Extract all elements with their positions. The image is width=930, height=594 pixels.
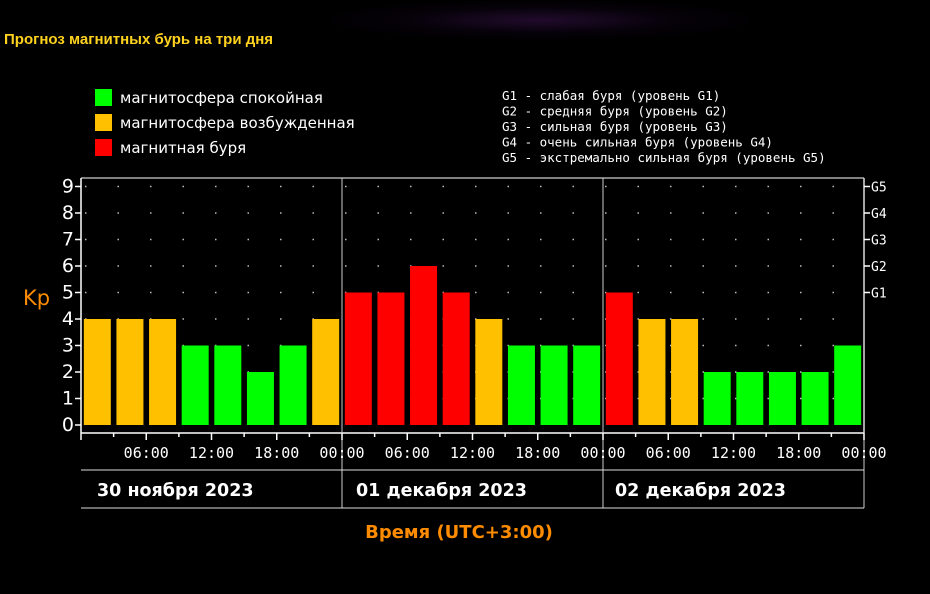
bar-2	[116, 319, 144, 425]
bar-18	[638, 319, 666, 425]
bar-5	[214, 345, 242, 425]
legend-swatch-3	[95, 139, 112, 156]
bar-23	[801, 372, 829, 425]
bar-10	[377, 292, 405, 425]
g-tick-label-G3: G3	[871, 234, 887, 249]
x-axis-label: Время (UTC+3:00)	[365, 522, 553, 543]
bar-24	[834, 345, 862, 425]
y-tick-label-2: 2	[62, 361, 74, 383]
y-tick-label-7: 7	[62, 229, 74, 251]
legend-swatch-2	[95, 114, 112, 131]
time-tick-label-5: 06:00	[385, 444, 430, 462]
g-scale-line-5: G5 - экстремально сильная буря (уровень …	[502, 150, 826, 165]
y-tick-label-5: 5	[62, 282, 74, 304]
time-tick-label-8: 00:00	[580, 444, 625, 462]
y-tick-label-0: 0	[62, 414, 74, 436]
time-tick-label-9: 06:00	[646, 444, 691, 462]
header-glow	[330, 0, 750, 40]
y-tick-label-3: 3	[62, 335, 74, 357]
y-tick-label-8: 8	[62, 202, 74, 224]
g-tick-label-G2: G2	[871, 260, 887, 275]
legend-swatch-1	[95, 89, 112, 106]
time-tick-label-7: 18:00	[515, 444, 560, 462]
bar-3	[149, 319, 177, 425]
bar-14	[507, 345, 535, 425]
time-tick-label-2: 12:00	[189, 444, 234, 462]
bar-12	[442, 292, 470, 425]
g-scale-line-1: G1 - слабая буря (уровень G1)	[502, 88, 720, 103]
bar-6	[246, 372, 274, 425]
bar-8	[312, 319, 340, 425]
y-tick-label-6: 6	[62, 255, 74, 277]
y-tick-label-4: 4	[62, 308, 74, 330]
g-tick-label-G5: G5	[871, 181, 887, 196]
bar-22	[768, 372, 796, 425]
bar-11	[410, 266, 438, 425]
day-label-2: 01 декабря 2023	[356, 481, 527, 501]
g-tick-label-G1: G1	[871, 287, 887, 302]
bar-16	[573, 345, 601, 425]
bar-20	[703, 372, 731, 425]
time-tick-label-4: 00:00	[319, 444, 364, 462]
bar-4	[181, 345, 209, 425]
bar-7	[279, 345, 307, 425]
bar-21	[736, 372, 764, 425]
time-tick-label-1: 06:00	[124, 444, 169, 462]
time-tick-label-11: 18:00	[776, 444, 821, 462]
g-scale-line-2: G2 - средняя буря (уровень G2)	[502, 104, 728, 119]
bar-15	[540, 345, 568, 425]
y-tick-label-9: 9	[62, 176, 74, 198]
time-tick-label-3: 18:00	[254, 444, 299, 462]
legend-label-3: магнитная буря	[120, 139, 246, 157]
bar-1	[83, 319, 111, 425]
bar-19	[671, 319, 699, 425]
day-label-1: 30 ноября 2023	[97, 481, 254, 501]
legend-label-2: магнитосфера возбужденная	[120, 114, 355, 132]
g-scale-line-3: G3 - сильная буря (уровень G3)	[502, 119, 728, 134]
bar-9	[344, 292, 372, 425]
bar-13	[475, 319, 503, 425]
time-tick-label-10: 12:00	[711, 444, 756, 462]
page-title: Прогноз магнитных бурь на три дня	[4, 31, 274, 48]
g-tick-label-G4: G4	[871, 207, 887, 222]
g-scale-line-4: G4 - очень сильная буря (уровень G4)	[502, 135, 773, 150]
time-tick-label-12: 00:00	[841, 444, 886, 462]
y-tick-label-1: 1	[62, 388, 74, 410]
day-label-3: 02 декабря 2023	[615, 481, 786, 501]
time-tick-label-6: 12:00	[450, 444, 495, 462]
bar-17	[605, 292, 633, 425]
legend-label-1: магнитосфера спокойная	[120, 89, 323, 107]
y-axis-label: Kp	[23, 286, 50, 310]
